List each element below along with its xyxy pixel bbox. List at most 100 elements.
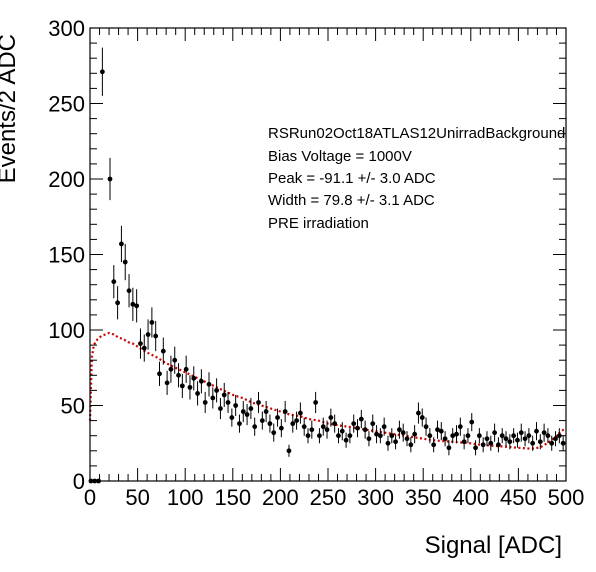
point-marker bbox=[385, 440, 391, 446]
point-marker bbox=[244, 412, 250, 417]
point-marker bbox=[484, 436, 490, 442]
point-marker bbox=[362, 427, 368, 433]
data-point bbox=[107, 157, 113, 201]
data-point bbox=[237, 414, 242, 433]
data-point bbox=[195, 381, 200, 406]
data-point bbox=[233, 394, 239, 417]
data-point bbox=[377, 428, 383, 444]
data-point bbox=[111, 265, 117, 299]
data-point bbox=[305, 428, 311, 444]
point-marker bbox=[202, 400, 208, 405]
x-tick-label: 500 bbox=[548, 485, 585, 510]
data-point bbox=[336, 428, 341, 444]
data-point bbox=[454, 425, 459, 444]
data-points bbox=[88, 47, 566, 484]
point-marker bbox=[122, 259, 128, 265]
data-point bbox=[442, 431, 448, 447]
data-point bbox=[366, 431, 372, 447]
data-point bbox=[294, 411, 299, 430]
point-marker bbox=[198, 378, 204, 384]
point-marker bbox=[294, 418, 299, 423]
data-point bbox=[518, 423, 524, 442]
point-marker bbox=[381, 424, 387, 430]
data-point bbox=[267, 414, 273, 433]
data-point bbox=[423, 417, 429, 436]
data-point bbox=[560, 435, 566, 451]
data-point bbox=[126, 274, 132, 308]
point-marker bbox=[431, 442, 437, 448]
data-point bbox=[317, 428, 322, 444]
point-marker bbox=[221, 392, 227, 398]
point-marker bbox=[549, 440, 555, 446]
data-point bbox=[446, 440, 452, 456]
data-point bbox=[225, 391, 231, 414]
data-point bbox=[408, 437, 414, 453]
y-tick-label: 250 bbox=[48, 92, 85, 117]
point-marker bbox=[515, 437, 520, 443]
point-marker bbox=[240, 409, 246, 414]
data-point bbox=[358, 410, 364, 429]
data-point bbox=[176, 363, 181, 388]
point-marker bbox=[164, 380, 170, 386]
point-marker bbox=[183, 366, 189, 372]
data-point bbox=[256, 391, 261, 414]
data-point bbox=[503, 431, 509, 447]
point-marker bbox=[309, 427, 315, 433]
y-tick-label: 50 bbox=[61, 394, 85, 419]
data-point bbox=[355, 419, 360, 438]
point-marker bbox=[157, 371, 162, 377]
data-point bbox=[157, 361, 162, 386]
x-tick-label: 100 bbox=[167, 485, 204, 510]
x-tick-label: 300 bbox=[357, 485, 394, 510]
data-point bbox=[164, 370, 170, 395]
data-point bbox=[183, 355, 189, 383]
point-marker bbox=[408, 442, 414, 448]
point-marker bbox=[370, 421, 376, 427]
data-point bbox=[229, 408, 235, 427]
data-point bbox=[179, 373, 185, 398]
point-marker bbox=[172, 357, 178, 363]
data-point bbox=[370, 414, 376, 433]
data-point bbox=[290, 414, 296, 433]
point-marker bbox=[560, 440, 566, 446]
annotation-irradiation: PRE irradiation bbox=[268, 215, 369, 232]
point-marker bbox=[522, 436, 528, 442]
x-tick-label: 200 bbox=[262, 485, 299, 510]
data-point bbox=[210, 387, 216, 409]
point-marker bbox=[389, 433, 395, 439]
data-point bbox=[271, 423, 277, 442]
point-marker bbox=[210, 395, 216, 401]
point-marker bbox=[286, 448, 292, 454]
data-point bbox=[138, 328, 143, 359]
data-point bbox=[122, 243, 128, 281]
point-marker bbox=[328, 415, 334, 420]
data-point bbox=[530, 435, 536, 451]
point-marker bbox=[393, 439, 398, 445]
data-point bbox=[457, 417, 463, 436]
x-tick-label: 0 bbox=[84, 485, 96, 510]
point-marker bbox=[259, 418, 265, 423]
point-marker bbox=[438, 428, 444, 434]
point-marker bbox=[480, 442, 486, 448]
point-marker bbox=[534, 428, 539, 434]
x-tick-label: 50 bbox=[125, 485, 149, 510]
point-marker bbox=[412, 431, 418, 437]
data-point bbox=[168, 355, 174, 383]
point-marker bbox=[461, 439, 467, 445]
point-marker bbox=[256, 400, 261, 405]
point-marker bbox=[499, 433, 505, 439]
data-point bbox=[480, 437, 486, 453]
point-marker bbox=[111, 279, 117, 285]
point-marker bbox=[442, 436, 448, 442]
point-marker bbox=[126, 288, 132, 294]
x-tick-label: 350 bbox=[405, 485, 442, 510]
point-marker bbox=[282, 409, 288, 414]
data-point bbox=[149, 307, 155, 338]
fit-curve bbox=[88, 331, 567, 450]
point-marker bbox=[195, 391, 200, 396]
point-marker bbox=[237, 421, 242, 427]
point-marker bbox=[419, 415, 425, 420]
point-marker bbox=[465, 433, 471, 439]
point-marker bbox=[336, 433, 341, 439]
point-marker bbox=[229, 415, 235, 420]
